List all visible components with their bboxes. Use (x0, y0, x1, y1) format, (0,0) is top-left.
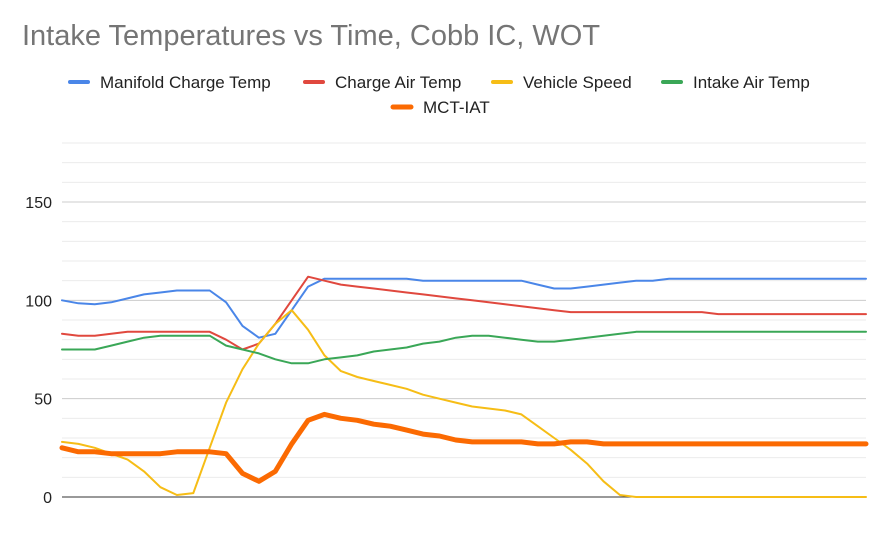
y-tick-label: 50 (34, 392, 52, 409)
series-line-manifold-charge-temp (61, 277, 867, 339)
series-line-vehicle-speed (61, 309, 867, 498)
legend-label-intake-air-temp: Intake Air Temp (693, 73, 810, 92)
legend-label-charge-air-temp: Charge Air Temp (335, 73, 461, 92)
series-line-mct-iat (59, 411, 869, 484)
legend-label-mct-iat: MCT-IAT (423, 98, 490, 117)
series-line-intake-air-temp (61, 330, 867, 365)
y-tick-label: 150 (25, 195, 52, 212)
legend-label-vehicle-speed: Vehicle Speed (523, 73, 632, 92)
y-tick-label: 0 (43, 490, 52, 507)
legend-label-manifold-charge-temp: Manifold Charge Temp (100, 73, 271, 92)
chart-title: Intake Temperatures vs Time, Cobb IC, WO… (22, 20, 601, 52)
series-line-charge-air-temp (61, 275, 867, 351)
y-tick-label: 100 (25, 293, 52, 310)
